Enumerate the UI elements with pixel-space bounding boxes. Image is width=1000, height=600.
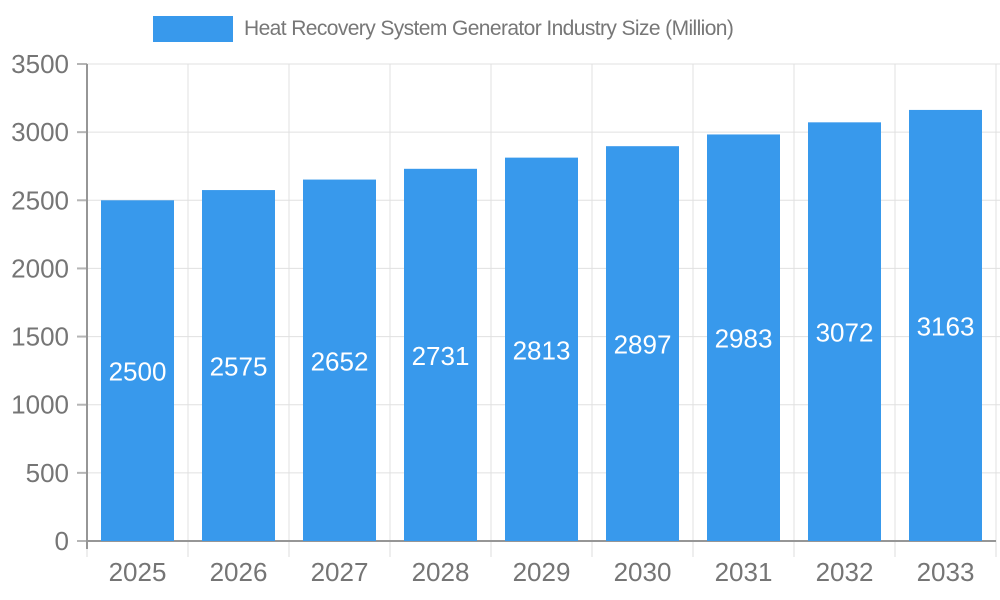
bar-value-label: 2813 (513, 335, 571, 365)
legend-label: Heat Recovery System Generator Industry … (244, 17, 734, 40)
x-axis-label: 2030 (614, 557, 672, 587)
x-axis-label: 2027 (311, 557, 369, 587)
y-axis-label: 0 (55, 526, 69, 556)
x-axis-label: 2029 (513, 557, 571, 587)
y-axis-label: 1500 (11, 322, 69, 352)
bar-2029[interactable] (505, 157, 578, 541)
bar-2033[interactable] (909, 109, 982, 541)
bar-value-label: 2652 (311, 346, 369, 376)
bar-2027[interactable] (303, 179, 376, 541)
y-axis-label: 500 (26, 458, 69, 488)
bar-2030[interactable] (606, 146, 679, 541)
x-axis-label: 2032 (816, 557, 874, 587)
bar-value-label: 2983 (715, 324, 773, 354)
legend-swatch (153, 16, 233, 42)
bar-2028[interactable] (404, 168, 477, 541)
bar-value-label: 2575 (210, 352, 268, 382)
x-axis-label: 2033 (917, 557, 975, 587)
bar-2031[interactable] (707, 134, 780, 541)
bar-value-label: 3072 (816, 318, 874, 348)
x-axis-label: 2026 (210, 557, 268, 587)
bar-2032[interactable] (808, 122, 881, 541)
bar-value-label: 3163 (917, 311, 975, 341)
x-axis-label: 2028 (412, 557, 470, 587)
bar-value-label: 2897 (614, 330, 672, 360)
bar-2025[interactable] (101, 200, 174, 542)
x-axis-label: 2031 (715, 557, 773, 587)
bar-value-label: 2731 (412, 341, 470, 371)
legend-item[interactable]: Heat Recovery System Generator Industry … (153, 16, 734, 42)
x-axis-label: 2025 (109, 557, 167, 587)
y-axis-label: 2500 (11, 185, 69, 215)
bar-2026[interactable] (202, 190, 275, 542)
bar-value-label: 2500 (109, 357, 167, 387)
y-axis-label: 3500 (11, 49, 69, 79)
y-axis-label: 3000 (11, 117, 69, 147)
y-axis-label: 2000 (11, 253, 69, 283)
y-axis-label: 1000 (11, 390, 69, 420)
